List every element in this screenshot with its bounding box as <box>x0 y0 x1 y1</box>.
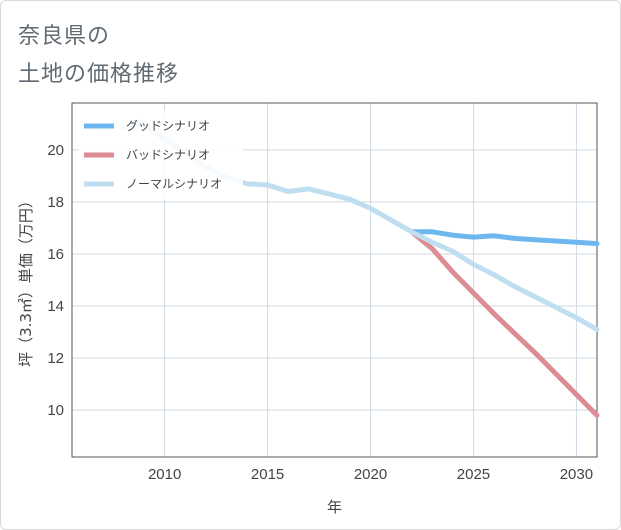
y-axis-label: 坪（3.3㎡）単価（万円） <box>17 193 35 367</box>
x-tick-label: 2030 <box>560 466 593 483</box>
legend-label: グッドシナリオ <box>126 119 210 133</box>
page-title-line1: 奈良県の <box>18 24 111 49</box>
x-axis-label: 年 <box>327 498 342 516</box>
legend-label: ノーマルシナリオ <box>126 177 222 191</box>
x-tick-label: 2010 <box>148 466 181 483</box>
plot-frame <box>71 102 598 458</box>
y-tick-label: 18 <box>47 194 64 211</box>
series-line-good <box>409 229 600 247</box>
x-tick-label: 2025 <box>457 466 490 483</box>
y-tick-label: 12 <box>47 350 64 367</box>
axis-ticks: 2010 2015 2020 2025 2030 10 12 14 16 18 20 <box>47 142 593 483</box>
page-title-line2: 土地の価格推移 <box>18 62 180 87</box>
legend-label: バッドシナリオ <box>126 148 210 162</box>
y-tick-label: 10 <box>47 402 64 419</box>
grid-lines <box>72 103 597 457</box>
x-tick-label: 2020 <box>354 466 387 483</box>
x-tick-label: 2015 <box>251 466 284 483</box>
y-tick-label: 16 <box>47 246 64 263</box>
legend-item[interactable]: バッドシナリオ <box>84 148 210 162</box>
y-tick-label: 20 <box>47 142 64 159</box>
y-tick-label: 14 <box>47 298 64 315</box>
series-line-bad <box>409 229 600 418</box>
legend-item[interactable]: グッドシナリオ <box>84 119 210 133</box>
legend-item[interactable]: ノーマルシナリオ <box>84 177 222 191</box>
